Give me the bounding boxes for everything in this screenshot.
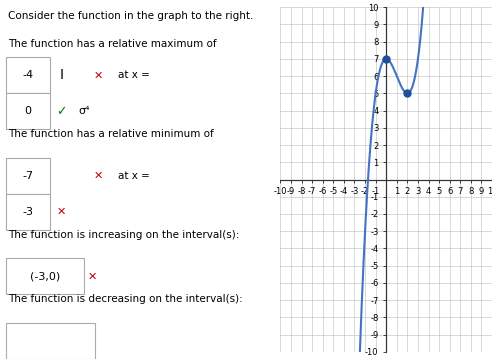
Text: at x =: at x = bbox=[118, 171, 150, 181]
Text: I: I bbox=[60, 69, 63, 82]
FancyBboxPatch shape bbox=[5, 158, 51, 194]
FancyBboxPatch shape bbox=[5, 194, 51, 230]
Text: σ⁴: σ⁴ bbox=[79, 106, 90, 116]
Text: The function is increasing on the interval(s):: The function is increasing on the interv… bbox=[8, 230, 240, 240]
Text: at x =: at x = bbox=[118, 70, 150, 80]
Text: The function has a relative maximum of: The function has a relative maximum of bbox=[8, 39, 217, 50]
FancyBboxPatch shape bbox=[5, 258, 84, 294]
Text: ✕: ✕ bbox=[93, 171, 103, 181]
Text: ✓: ✓ bbox=[57, 105, 67, 118]
Text: -7: -7 bbox=[23, 171, 33, 181]
Text: ✕: ✕ bbox=[57, 207, 66, 217]
Text: (-3,0): (-3,0) bbox=[30, 271, 60, 281]
Text: -4: -4 bbox=[23, 70, 33, 80]
Text: ✕: ✕ bbox=[88, 271, 97, 281]
FancyBboxPatch shape bbox=[5, 323, 95, 359]
FancyBboxPatch shape bbox=[5, 93, 51, 129]
Text: -3: -3 bbox=[23, 207, 33, 217]
Text: The function is decreasing on the interval(s):: The function is decreasing on the interv… bbox=[8, 294, 243, 304]
Text: Consider the function in the graph to the right.: Consider the function in the graph to th… bbox=[8, 11, 254, 21]
Text: 0: 0 bbox=[25, 106, 31, 116]
FancyBboxPatch shape bbox=[5, 57, 51, 93]
Text: The function has a relative minimum of: The function has a relative minimum of bbox=[8, 129, 214, 139]
Text: ✕: ✕ bbox=[93, 70, 103, 80]
